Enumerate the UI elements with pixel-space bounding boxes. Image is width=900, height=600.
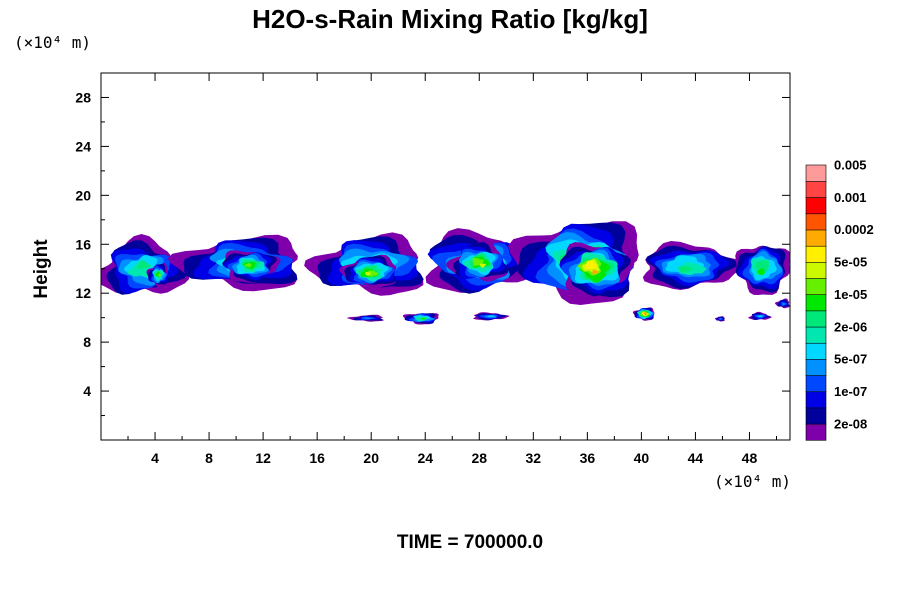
colorbar-label: 1e-05: [834, 287, 867, 302]
contour-level: [363, 317, 373, 320]
x-tick-label: 40: [634, 450, 650, 466]
colorbar-label: 5e-07: [834, 352, 867, 367]
contour-level: [367, 270, 379, 277]
rain-region: [714, 316, 725, 322]
colorbar-swatch: [805, 197, 827, 215]
y-tick-label: 24: [75, 138, 91, 154]
x-tick-label: 20: [363, 450, 379, 466]
y-axis-unit: (×10⁴ m): [14, 33, 92, 52]
colorbar-label: 0.0002: [834, 222, 874, 237]
x-tick-label: 12: [255, 450, 271, 466]
rain-region: [632, 307, 655, 321]
x-tick-label: 32: [526, 450, 542, 466]
colorbar-label: 0.001: [834, 190, 867, 205]
contour-level: [158, 273, 161, 277]
colorbar-swatch: [805, 261, 827, 279]
rain-region: [748, 311, 772, 320]
rain-region: [146, 263, 169, 288]
x-tick-label: 8: [205, 450, 213, 466]
plot-frame: [100, 72, 791, 441]
colorbar: 2e-08 1e-07 5e-07 2e-06 1e-05 5e-05 0.0002 0.00…: [805, 158, 874, 441]
time-label: TIME = 700000.0: [396, 532, 544, 553]
colorbar-swatch: [805, 423, 827, 441]
rain-region: [222, 250, 281, 283]
contour-level: [244, 263, 252, 268]
contour-level: [644, 313, 647, 315]
y-tick-label: 12: [75, 285, 91, 301]
colorbar-swatch: [805, 342, 827, 360]
contour-level: [365, 271, 372, 276]
contour-level: [585, 260, 598, 270]
colorbar-swatch: [805, 374, 827, 393]
colorbar-label: 0.005: [834, 158, 867, 173]
contour-level: [472, 257, 484, 266]
contour-level: [137, 260, 151, 270]
rain-region: [339, 254, 397, 289]
x-axis-unit: (×10⁴ m): [714, 472, 792, 491]
rain-region: [735, 245, 790, 295]
contour-level: [479, 263, 486, 268]
rain-region: [642, 241, 745, 290]
contour-level: [755, 260, 769, 273]
contour-level: [421, 317, 426, 320]
y-tick-label: 16: [75, 236, 91, 252]
x-tick-label: 36: [580, 450, 596, 466]
y-tick-label: 8: [83, 334, 91, 350]
colorbar-swatch: [805, 310, 827, 328]
colorbar-label: 2e-06: [834, 319, 867, 334]
colorbar-swatch: [805, 326, 827, 344]
colorbar-label: 1e-07: [834, 384, 867, 399]
contour-level: [757, 268, 765, 276]
colorbar-swatch: [805, 164, 827, 182]
contour-level: [677, 265, 693, 273]
y-tick-label: 28: [75, 89, 91, 105]
x-tick-label: 24: [417, 450, 433, 466]
x-tick-label: 48: [742, 450, 758, 466]
colorbar-swatch: [805, 407, 827, 425]
rain-region: [402, 313, 439, 325]
contour-level: [757, 315, 762, 318]
colorbar-swatch: [805, 358, 827, 376]
contour-level: [487, 315, 495, 317]
colorbar-label: 2e-08: [834, 416, 867, 431]
contour-level: [782, 303, 786, 306]
rain-region: [473, 312, 510, 321]
contour-level: [719, 318, 722, 320]
y-tick-label: 4: [83, 383, 91, 399]
x-tick-label: 28: [471, 450, 487, 466]
colorbar-swatch: [805, 391, 827, 409]
colorbar-label: 5e-05: [834, 255, 867, 270]
colorbar-swatch: [805, 294, 827, 312]
x-tick-label: 4: [151, 450, 159, 466]
colorbar-swatch: [805, 229, 827, 247]
rain-region: [101, 234, 190, 295]
rain-region: [347, 314, 384, 322]
x-tick-label: 16: [309, 450, 325, 466]
colorbar-swatch: [805, 245, 827, 263]
contour-level: [592, 269, 599, 275]
x-tick-label: 44: [688, 450, 704, 466]
rain-region: [559, 242, 635, 297]
chart-title: H2O-s-Rain Mixing Ratio [kg/kg]: [252, 4, 648, 34]
colorbar-swatch: [805, 180, 827, 198]
rain-region: [446, 239, 509, 282]
y-tick-label: 20: [75, 187, 91, 203]
colorbar-swatch: [805, 277, 827, 296]
rain-region: [775, 298, 790, 309]
colorbar-swatch: [805, 213, 827, 231]
